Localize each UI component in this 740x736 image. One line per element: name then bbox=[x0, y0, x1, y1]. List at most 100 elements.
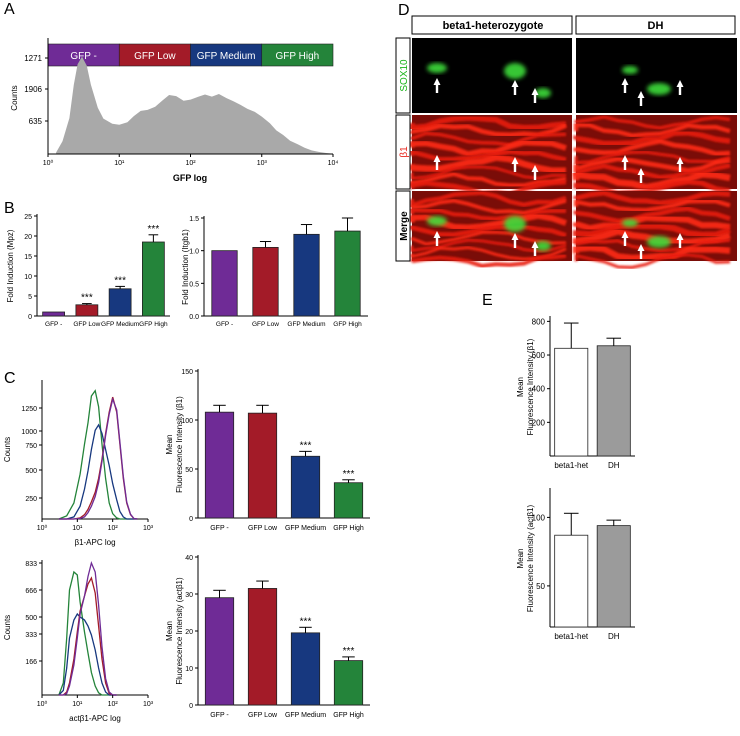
tissue-fiber bbox=[573, 198, 731, 213]
arrow-marker bbox=[531, 88, 539, 103]
y-tick-label-B-right-1: 0.5 bbox=[189, 281, 199, 288]
tissue-fiber bbox=[574, 115, 731, 130]
y-tick-label-C-bar-top-3: 150 bbox=[181, 369, 193, 376]
y-axis-label-C-bar-bottom-2: Fluorescence Intensity (actβ1) bbox=[175, 577, 184, 685]
y-axis-label-E-bottom-1: Mean bbox=[516, 548, 525, 568]
category-label-E-bottom-1: DH bbox=[608, 632, 620, 641]
tissue-fiber bbox=[410, 165, 567, 180]
histogram-line-C-hist-bottom-1 bbox=[58, 612, 117, 696]
y-tick-label-C-hist-top-0: 250 bbox=[25, 496, 37, 503]
micrograph-r2-c0 bbox=[409, 190, 572, 269]
tissue-fiber bbox=[573, 130, 731, 147]
y-tick-label-E-bottom-0: 50 bbox=[536, 582, 545, 591]
category-label-B-left-2: GFP Medium bbox=[101, 321, 139, 328]
y-tick-label-C-hist-top-1: 500 bbox=[25, 468, 37, 475]
tissue-fiber bbox=[573, 156, 731, 174]
panel-label-b: B bbox=[4, 200, 15, 217]
tissue-fiber bbox=[409, 190, 567, 209]
significance-C-bar-bottom-2: *** bbox=[300, 616, 312, 627]
x-tick-label-C-hist-bottom-3: 10³ bbox=[143, 701, 154, 708]
y-tick-label-a-0: 1271 bbox=[24, 54, 42, 63]
histogram-line-C-hist-bottom-3 bbox=[58, 560, 117, 696]
bar-E-top-0 bbox=[554, 347, 589, 457]
micrograph-r1-c1 bbox=[572, 115, 737, 197]
category-label-C-bar-top-1: GFP Low bbox=[248, 525, 278, 532]
histogram-line-C-hist-top-1 bbox=[58, 423, 138, 520]
y-tick-label-B-left-1: 5 bbox=[28, 294, 32, 301]
bar-B-right-3 bbox=[334, 230, 361, 317]
category-label-B-right-2: GFP Medium bbox=[287, 321, 325, 328]
arrow-marker bbox=[637, 244, 645, 259]
sox10-blob bbox=[504, 63, 526, 79]
bar-E-bottom-1 bbox=[596, 525, 631, 628]
significance-B-left-3: *** bbox=[148, 224, 160, 235]
category-label-E-top-0: beta1-het bbox=[554, 461, 589, 470]
sox10-blob bbox=[647, 83, 671, 95]
header-box-0 bbox=[411, 15, 573, 35]
x-tick-label-a-1: 10¹ bbox=[114, 160, 125, 167]
y-tick-label-B-left-2: 10 bbox=[24, 274, 32, 281]
arrow-marker bbox=[511, 233, 519, 248]
y-tick-label-C-bar-top-1: 50 bbox=[185, 467, 193, 474]
tissue-fiber bbox=[573, 122, 731, 138]
arrow-marker bbox=[621, 78, 629, 93]
bar-C-bar-bottom-1 bbox=[247, 588, 278, 706]
category-label-C-bar-bottom-3: GFP High bbox=[333, 712, 364, 719]
panel-label-e: E bbox=[482, 292, 493, 309]
row-label-box-0 bbox=[395, 37, 411, 114]
y-axis-label-E-top-2: Fluorescence Intensity (β1) bbox=[526, 338, 535, 435]
tissue-fiber bbox=[409, 139, 567, 158]
y-tick-label-C-hist-top-2: 750 bbox=[25, 443, 37, 450]
y-tick-label-B-left-5: 25 bbox=[24, 214, 32, 221]
y-axis-label-C-bar-top-1: Mean bbox=[165, 434, 174, 454]
arrow-marker bbox=[531, 165, 539, 180]
significance-C-bar-top-2: *** bbox=[300, 440, 312, 451]
gate-label-3: GFP High bbox=[276, 51, 320, 62]
gfp-histogram-area bbox=[56, 56, 333, 154]
micrograph-r1-c0 bbox=[408, 114, 572, 198]
category-label-C-bar-bottom-1: GFP Low bbox=[248, 712, 278, 719]
bar-C-bar-bottom-2 bbox=[290, 632, 321, 706]
arrow-marker bbox=[433, 231, 441, 246]
bar-E-bottom-0 bbox=[554, 534, 589, 628]
x-tick-label-a-4: 10⁴ bbox=[328, 160, 339, 167]
category-label-C-bar-bottom-2: GFP Medium bbox=[285, 712, 326, 719]
arrow-marker bbox=[637, 91, 645, 106]
y-axis-label-E-top-1: Mean bbox=[516, 377, 525, 397]
x-tick-label-C-hist-bottom-2: 10² bbox=[108, 701, 119, 708]
column-header-1: DH bbox=[648, 20, 664, 32]
tissue-fiber bbox=[409, 224, 567, 238]
x-tick-label-C-hist-bottom-0: 10⁰ bbox=[37, 700, 48, 708]
y-tick-label-C-bar-bottom-3: 30 bbox=[185, 592, 193, 599]
tissue-fiber bbox=[572, 228, 731, 246]
bar-C-bar-bottom-0 bbox=[204, 597, 235, 706]
gate-label-0: GFP - bbox=[70, 51, 96, 62]
y-tick-label-B-left-4: 20 bbox=[24, 234, 32, 241]
sox10-blob bbox=[647, 236, 671, 248]
micrograph-r0-c0 bbox=[412, 38, 572, 113]
tissue-fiber bbox=[572, 244, 731, 262]
tissue-fiber bbox=[409, 114, 567, 132]
tissue-fiber bbox=[574, 253, 731, 269]
y-tick-label-C-bar-top-0: 0 bbox=[189, 516, 193, 523]
header-box-1 bbox=[575, 15, 736, 35]
y-tick-label-a-1: 1906 bbox=[24, 85, 42, 94]
significance-C-bar-top-3: *** bbox=[343, 469, 355, 480]
y-axis-label-C-hist-top: Counts bbox=[3, 437, 12, 462]
gate-bar-3 bbox=[261, 43, 334, 67]
y-tick-label-C-hist-top-4: 1250 bbox=[21, 406, 37, 413]
column-header-0: beta1-heterozygote bbox=[443, 20, 544, 32]
category-label-C-bar-bottom-0: GFP - bbox=[210, 712, 229, 719]
bar-B-left-1 bbox=[75, 304, 99, 317]
category-label-E-bottom-0: beta1-het bbox=[554, 632, 589, 641]
x-tick-label-a-3: 10³ bbox=[257, 160, 268, 167]
micrograph-r0-c1 bbox=[576, 38, 737, 113]
tissue-fiber bbox=[410, 198, 567, 215]
gate-label-2: GFP Medium bbox=[197, 51, 256, 62]
row-label-1: β1 bbox=[399, 146, 410, 158]
significance-C-bar-bottom-3: *** bbox=[343, 646, 355, 657]
tissue-fiber bbox=[573, 138, 731, 157]
y-axis-label-B-left: Fold Induction (Mpz) bbox=[6, 229, 15, 302]
bar-B-left-3 bbox=[142, 241, 165, 317]
